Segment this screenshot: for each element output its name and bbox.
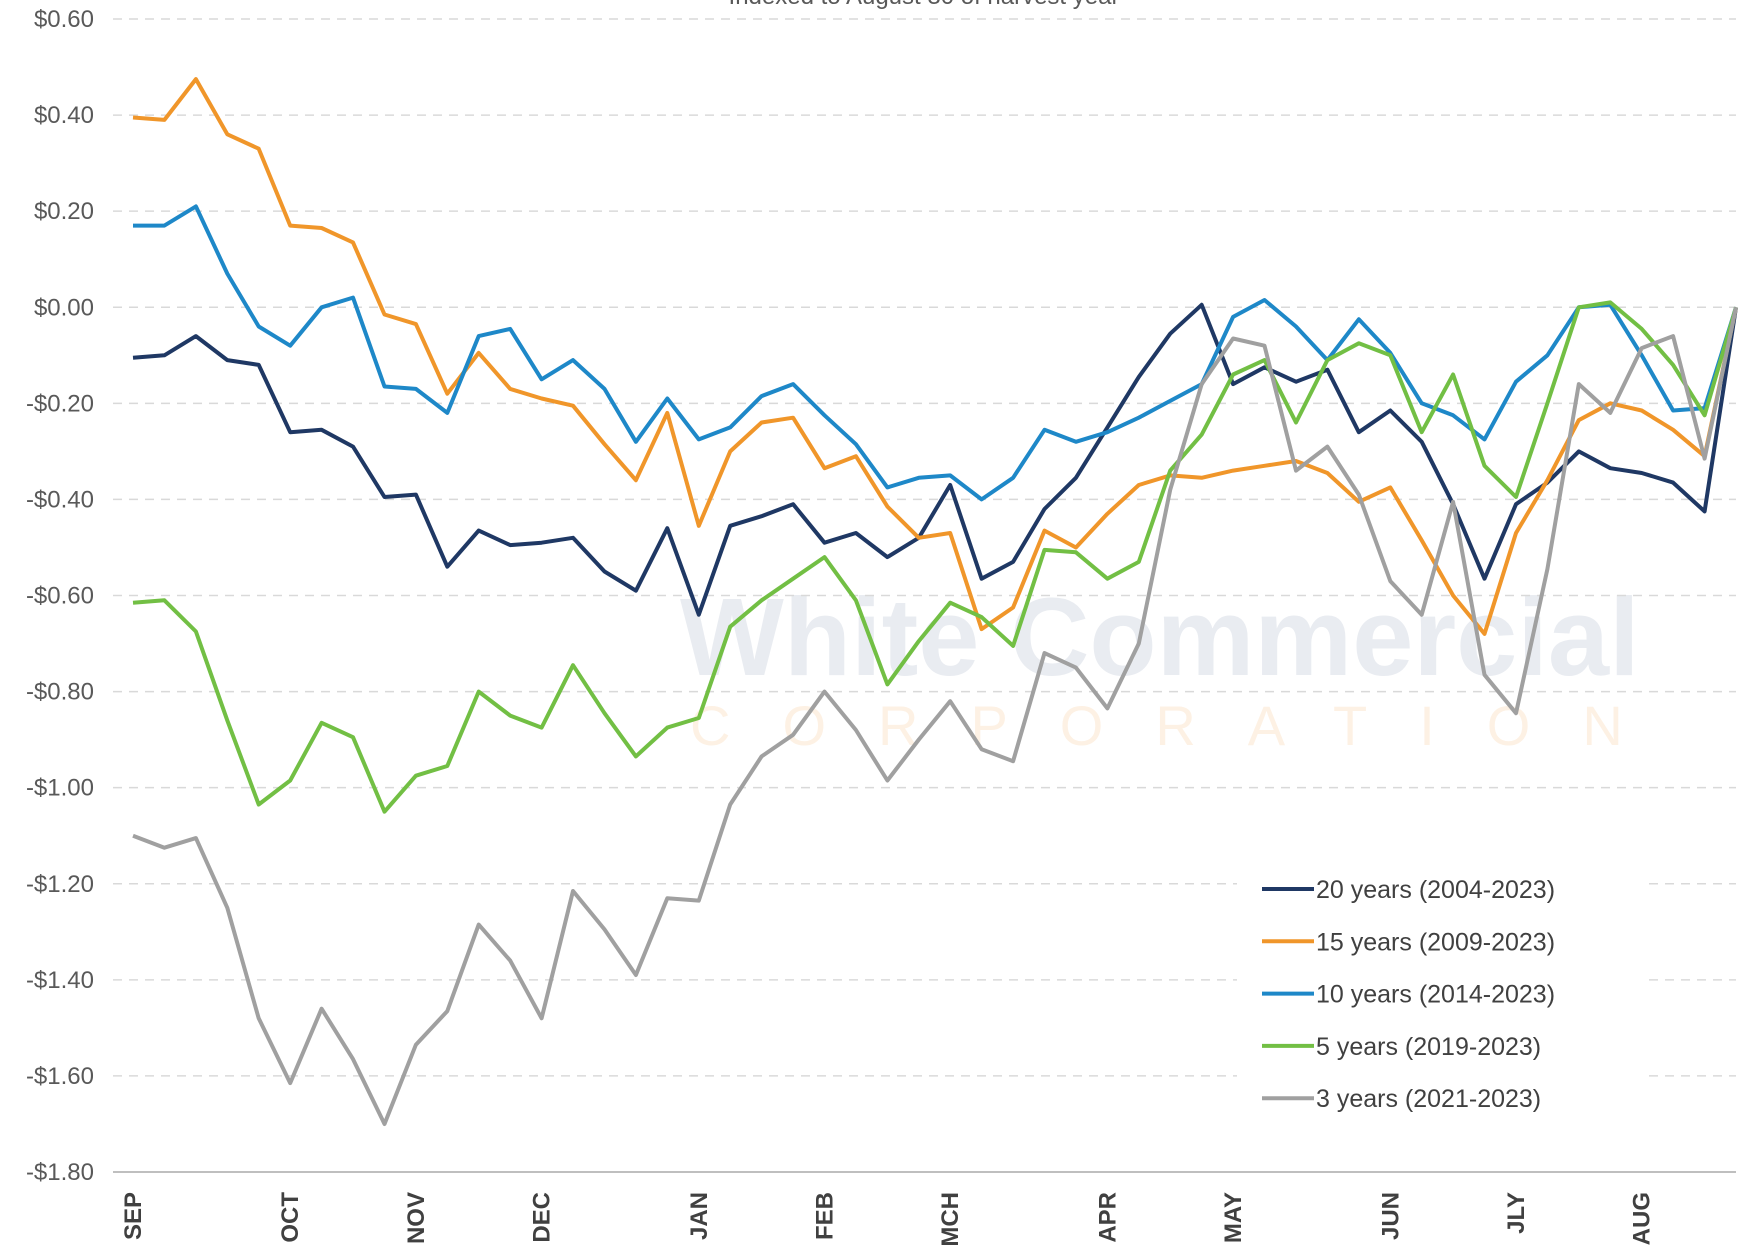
x-tick-label: JLY	[1503, 1192, 1530, 1234]
y-tick-label: $0.60	[34, 6, 94, 33]
x-tick-label: NOV	[403, 1192, 430, 1244]
series-line	[133, 204, 1738, 502]
y-tick-label: $0.00	[34, 294, 94, 321]
y-tick-label: -$0.80	[26, 679, 94, 706]
x-tick-label: JUN	[1377, 1192, 1404, 1240]
y-tick-label: -$1.60	[26, 1063, 94, 1090]
series-line	[132, 77, 1738, 636]
x-tick-label: MAY	[1220, 1192, 1247, 1243]
y-tick-label: -$1.80	[26, 1159, 94, 1186]
legend-label: 10 years (2014-2023)	[1316, 981, 1555, 1009]
y-tick-label: $0.40	[34, 102, 94, 129]
x-tick-label: JAN	[686, 1192, 713, 1240]
legend-label: 20 years (2004-2023)	[1316, 876, 1555, 904]
legend-label: 15 years (2009-2023)	[1316, 928, 1555, 956]
y-tick-label: $0.20	[34, 198, 94, 225]
watermark-sub: CORPORATION	[690, 694, 1675, 757]
x-tick-label: MCH	[937, 1192, 964, 1247]
x-tick-label: DEC	[529, 1192, 556, 1243]
series-line	[132, 302, 1738, 617]
x-tick-label: AUG	[1629, 1192, 1656, 1245]
x-tick-label: OCT	[277, 1192, 304, 1243]
legend-label: 3 years (2021-2023)	[1316, 1085, 1541, 1113]
x-tick-label: SEP	[120, 1192, 147, 1240]
x-tick-label: FEB	[811, 1192, 838, 1240]
chart-subtitle: Indexed to August 30 of harvest year	[729, 0, 1120, 10]
series-line	[132, 306, 1738, 1126]
y-tick-label: -$0.20	[26, 390, 94, 417]
y-tick-label: -$0.40	[26, 486, 94, 513]
y-tick-label: -$0.60	[26, 583, 94, 610]
y-tick-label: -$1.00	[26, 775, 94, 802]
series-line	[132, 300, 1738, 814]
legend-label: 5 years (2019-2023)	[1316, 1033, 1541, 1061]
x-tick-label: APR	[1094, 1192, 1121, 1243]
y-tick-label: -$1.40	[26, 967, 94, 994]
y-tick-label: -$1.20	[26, 871, 94, 898]
